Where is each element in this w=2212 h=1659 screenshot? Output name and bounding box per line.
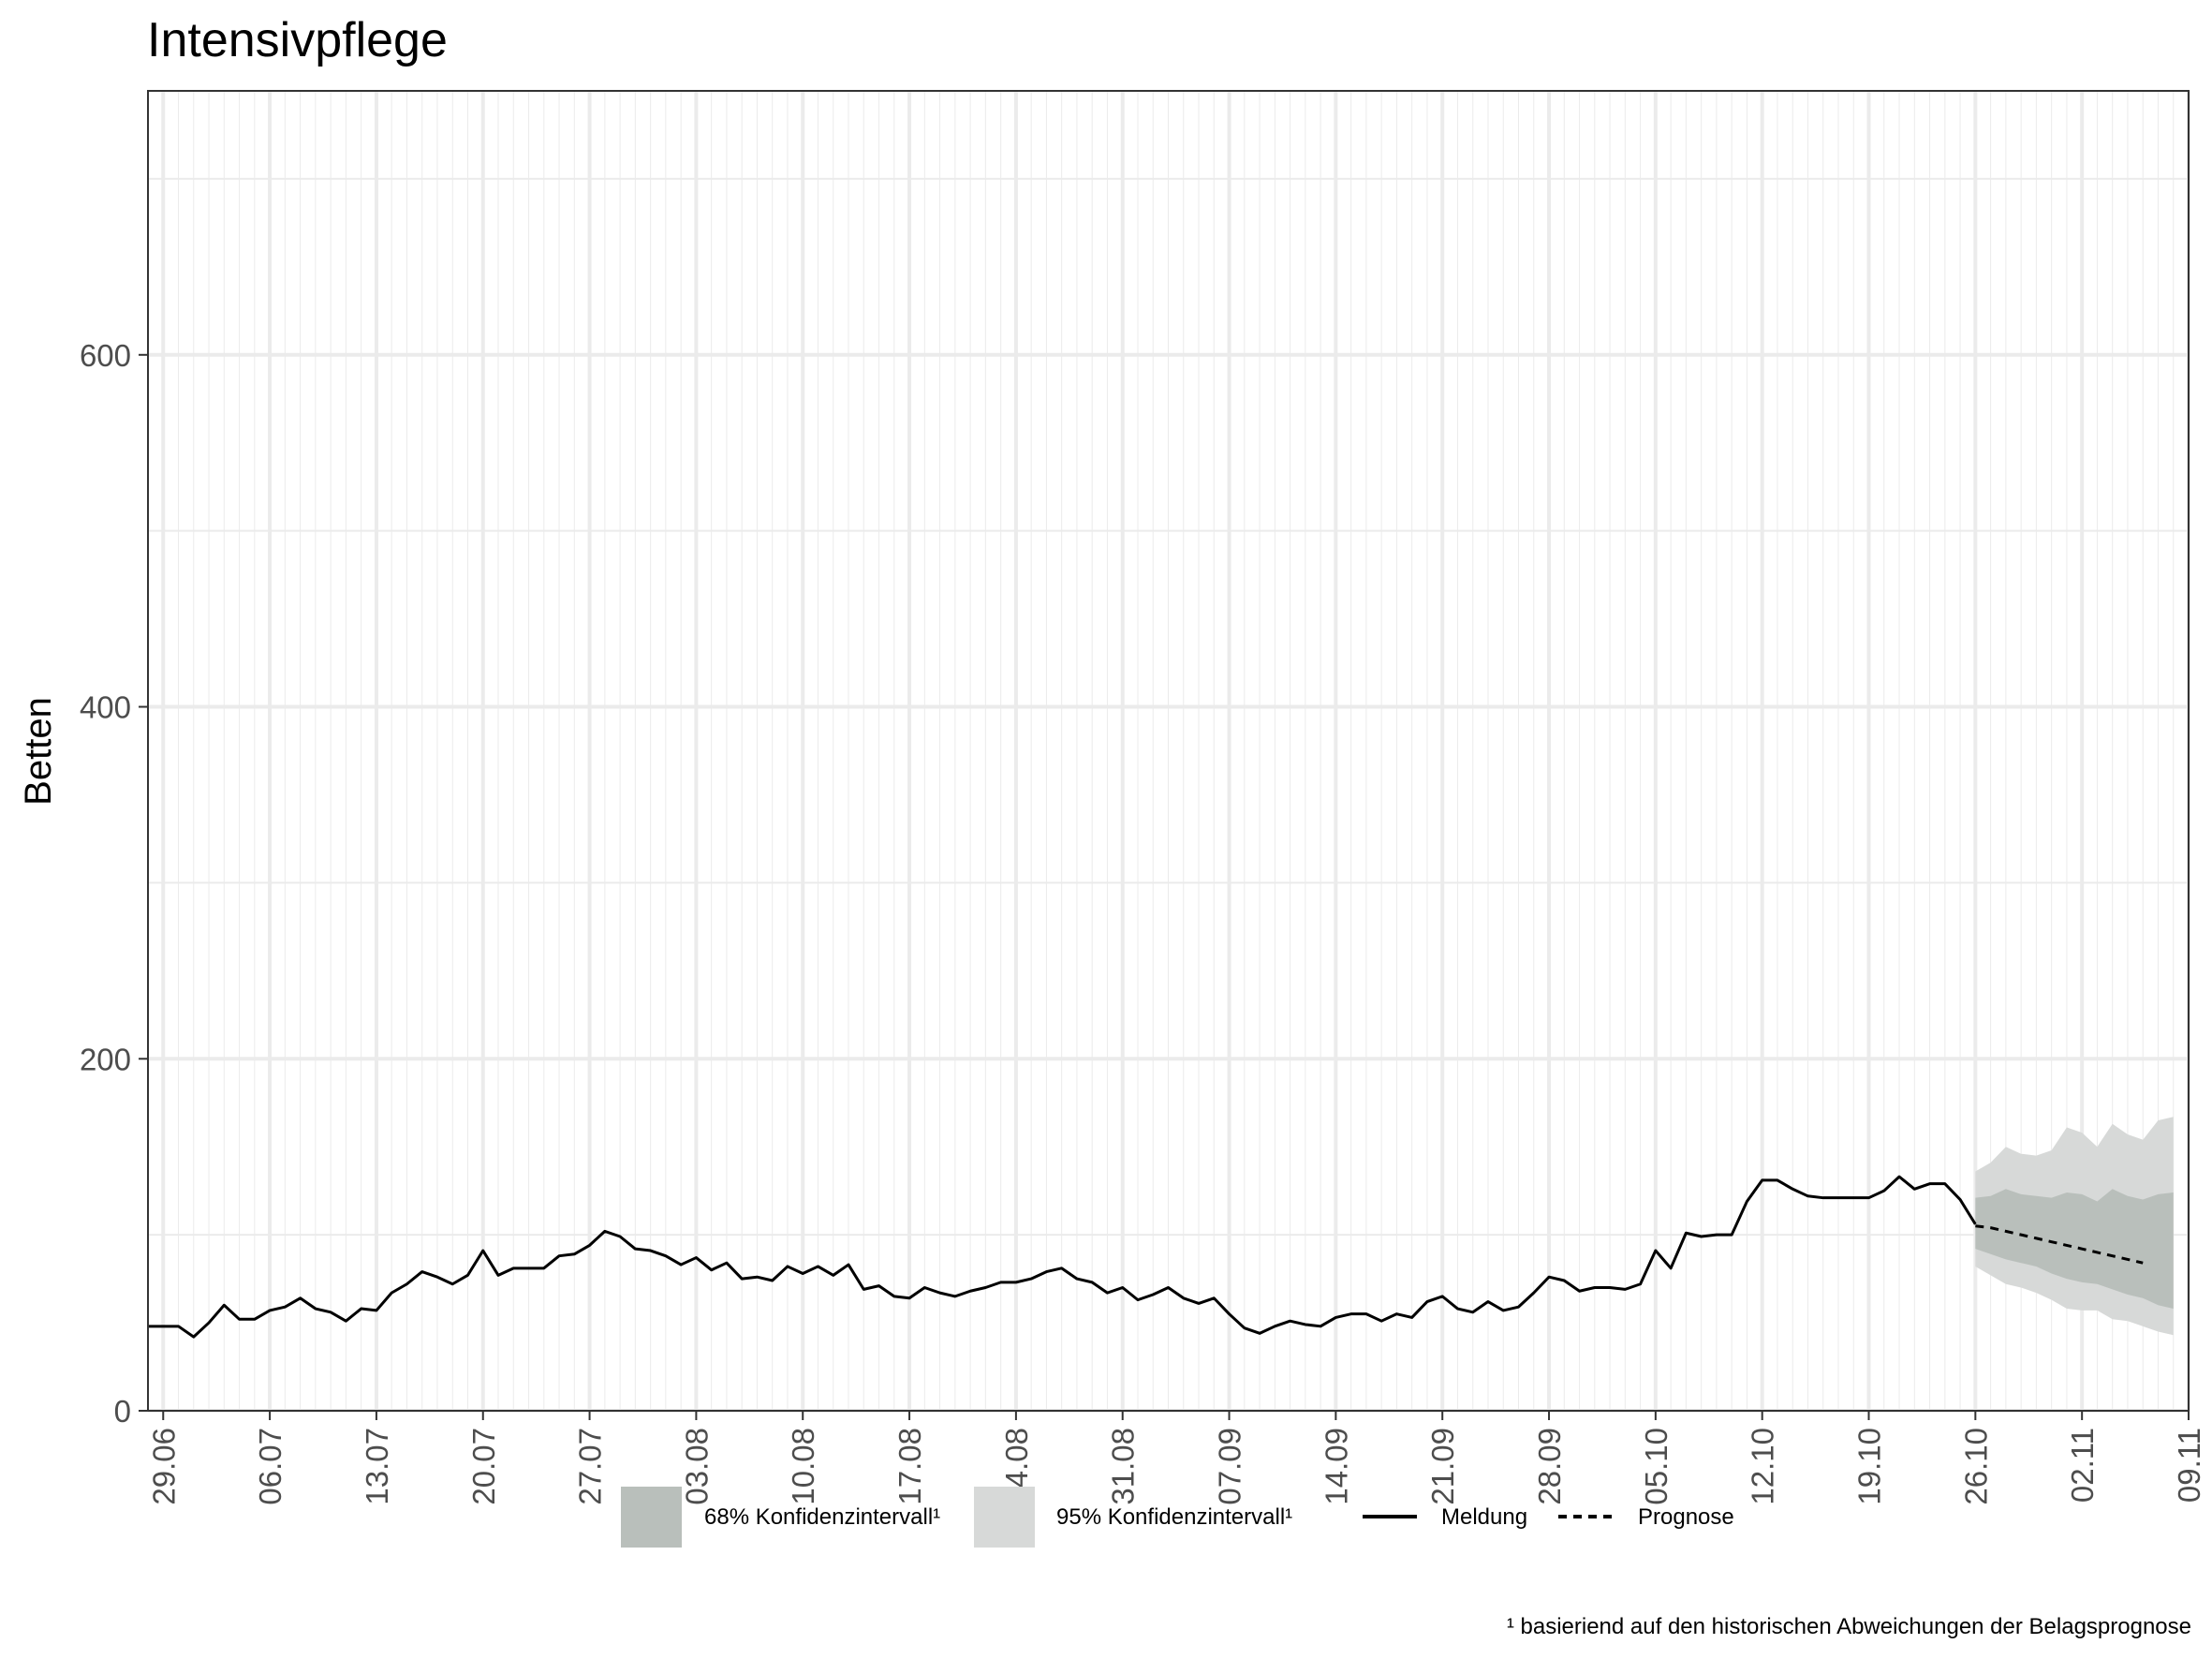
x-tick-label: 19.10 — [1852, 1428, 1887, 1505]
x-tick-label: 03.08 — [679, 1428, 714, 1505]
y-tick-label: 0 — [114, 1394, 131, 1429]
x-tick-label: 12.10 — [1746, 1428, 1780, 1505]
x-tick-label: 05.10 — [1639, 1428, 1674, 1505]
ci68-band — [1975, 1189, 2174, 1310]
meldung-series — [148, 1175, 1977, 1339]
y-axis-ticks: 0 200 400 600 — [80, 338, 148, 1429]
x-tick-label: 21.09 — [1425, 1428, 1460, 1505]
grid-minor — [147, 91, 2189, 1411]
prognose-series — [1975, 1224, 2144, 1265]
x-tick-label: 28.09 — [1532, 1428, 1567, 1505]
x-tick-label: 27.07 — [573, 1428, 608, 1505]
legend-label-ci68: 68% Konfidenzintervall¹ — [704, 1504, 940, 1530]
footnote: ¹ basieriend auf den historischen Abweic… — [1507, 1614, 2191, 1639]
confidence-band — [1975, 1189, 2174, 1310]
x-tick-label: 31.08 — [1106, 1428, 1141, 1505]
x-tick-label: 17.08 — [892, 1428, 927, 1505]
x-tick-label: 14.09 — [1319, 1428, 1353, 1505]
legend: 68% Konfidenzintervall¹ 95% Konfidenzint… — [621, 1487, 1734, 1548]
x-tick-label: 02.11 — [2065, 1428, 2100, 1503]
legend-label-ci95: 95% Konfidenzintervall¹ — [1056, 1504, 1292, 1530]
x-tick-label: 29.06 — [146, 1428, 181, 1505]
chart-title: Intensivpflege — [147, 13, 448, 67]
legend-label-meldung: Meldung — [1441, 1504, 1527, 1530]
series-line — [1975, 1224, 2144, 1265]
x-axis-ticks: 29.06 06.07 13.07 20.07 27.07 03.08 10.08 17.08… — [146, 1411, 2206, 1505]
x-tick-label: 10.08 — [786, 1428, 820, 1505]
x-tick-label: 06.07 — [253, 1428, 288, 1505]
x-tick-label: 13.07 — [360, 1428, 394, 1505]
panel-border — [147, 90, 2190, 1412]
y-tick-label: 400 — [80, 690, 131, 725]
legend-label-prognose: Prognose — [1638, 1504, 1734, 1530]
x-tick-label: 26.10 — [1958, 1428, 1993, 1505]
series-line — [148, 1175, 1977, 1339]
x-tick-label: 07.09 — [1213, 1428, 1247, 1505]
legend-key-ci68 — [621, 1487, 682, 1548]
x-tick-label: 20.07 — [466, 1428, 501, 1505]
y-tick-label: 200 — [80, 1042, 131, 1076]
y-axis-label: Betten — [18, 697, 59, 806]
x-tick-label: 09.11 — [2172, 1428, 2206, 1503]
y-tick-label: 600 — [80, 338, 131, 373]
legend-key-ci95 — [974, 1487, 1035, 1548]
